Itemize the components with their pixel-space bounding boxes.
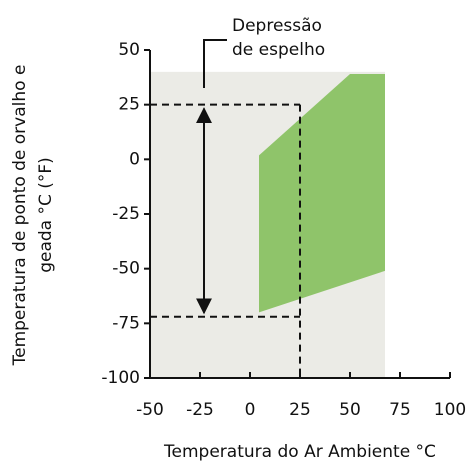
- x-tick-label: 100: [434, 400, 466, 420]
- y-tick-label: -75: [112, 313, 140, 333]
- y-tick-label: 50: [118, 40, 140, 60]
- x-tick-label: 75: [389, 400, 411, 420]
- x-axis-label: Temperatura do Ar Ambiente °C: [163, 442, 436, 462]
- y-tick-label: 0: [129, 149, 140, 169]
- x-tick-label: 25: [289, 400, 311, 420]
- x-tick-label: -25: [186, 400, 214, 420]
- y-tick-label: 25: [118, 95, 140, 115]
- annotation: Depressão: [232, 16, 322, 36]
- annotation-leader: [203, 39, 227, 88]
- x-tick-label: 0: [245, 400, 256, 420]
- y-axis-label: geada °C (°F): [36, 157, 56, 273]
- operating-region: [259, 74, 385, 313]
- x-tick-label: -50: [136, 400, 164, 420]
- y-tick-label: -25: [112, 204, 140, 224]
- annotation: de espelho: [232, 40, 325, 60]
- y-tick-label: -100: [101, 368, 140, 388]
- y-axis-label: Temperatura de ponto de orvalho e: [10, 65, 30, 367]
- x-tick-label: 50: [339, 400, 361, 420]
- y-tick-label: -50: [112, 259, 140, 279]
